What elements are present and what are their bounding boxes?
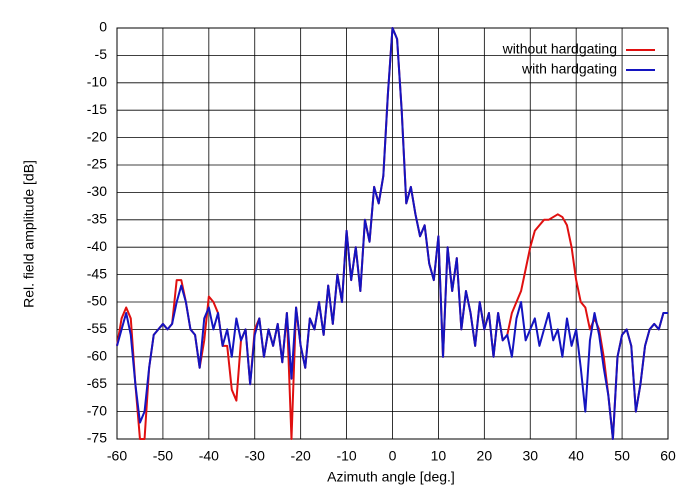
x-tick-label: 30 [522,448,538,464]
x-tick-label: 60 [660,448,676,464]
y-tick-label: -55 [87,320,107,336]
y-tick-label: -65 [87,375,107,391]
x-axis-label: Azimuth angle [deg.] [327,469,455,485]
x-tick-label: -40 [199,448,219,464]
y-tick-label: -60 [87,348,107,364]
y-tick-label: 0 [99,19,107,35]
y-tick-label: -20 [87,128,107,144]
y-axis-label: Rel. field amplitude [dB] [21,160,37,308]
legend-label: with hardgating [521,61,617,77]
x-tick-label: 40 [568,448,584,464]
y-tick-label: -35 [87,211,107,227]
y-tick-label: -10 [87,74,107,90]
x-tick-label: 0 [389,448,397,464]
y-tick-label: -25 [87,156,107,172]
x-tick-label: 50 [614,448,630,464]
x-tick-label: -50 [153,448,173,464]
x-tick-label: 10 [431,448,447,464]
x-tick-label: 20 [477,448,493,464]
y-tick-label: -30 [87,183,107,199]
y-tick-label: -75 [87,430,107,446]
y-tick-label: -70 [87,402,107,418]
legend-label: without hardgating [502,41,617,57]
x-tick-label: -30 [245,448,265,464]
y-tick-label: -50 [87,293,107,309]
x-tick-label: -60 [107,448,127,464]
y-tick-label: -45 [87,265,107,281]
x-tick-label: -20 [291,448,311,464]
series-line [116,27,668,440]
y-tick-label: -40 [87,238,107,254]
x-tick-label: -10 [336,448,356,464]
y-tick-label: -5 [95,46,108,62]
y-tick-label: -15 [87,101,107,117]
